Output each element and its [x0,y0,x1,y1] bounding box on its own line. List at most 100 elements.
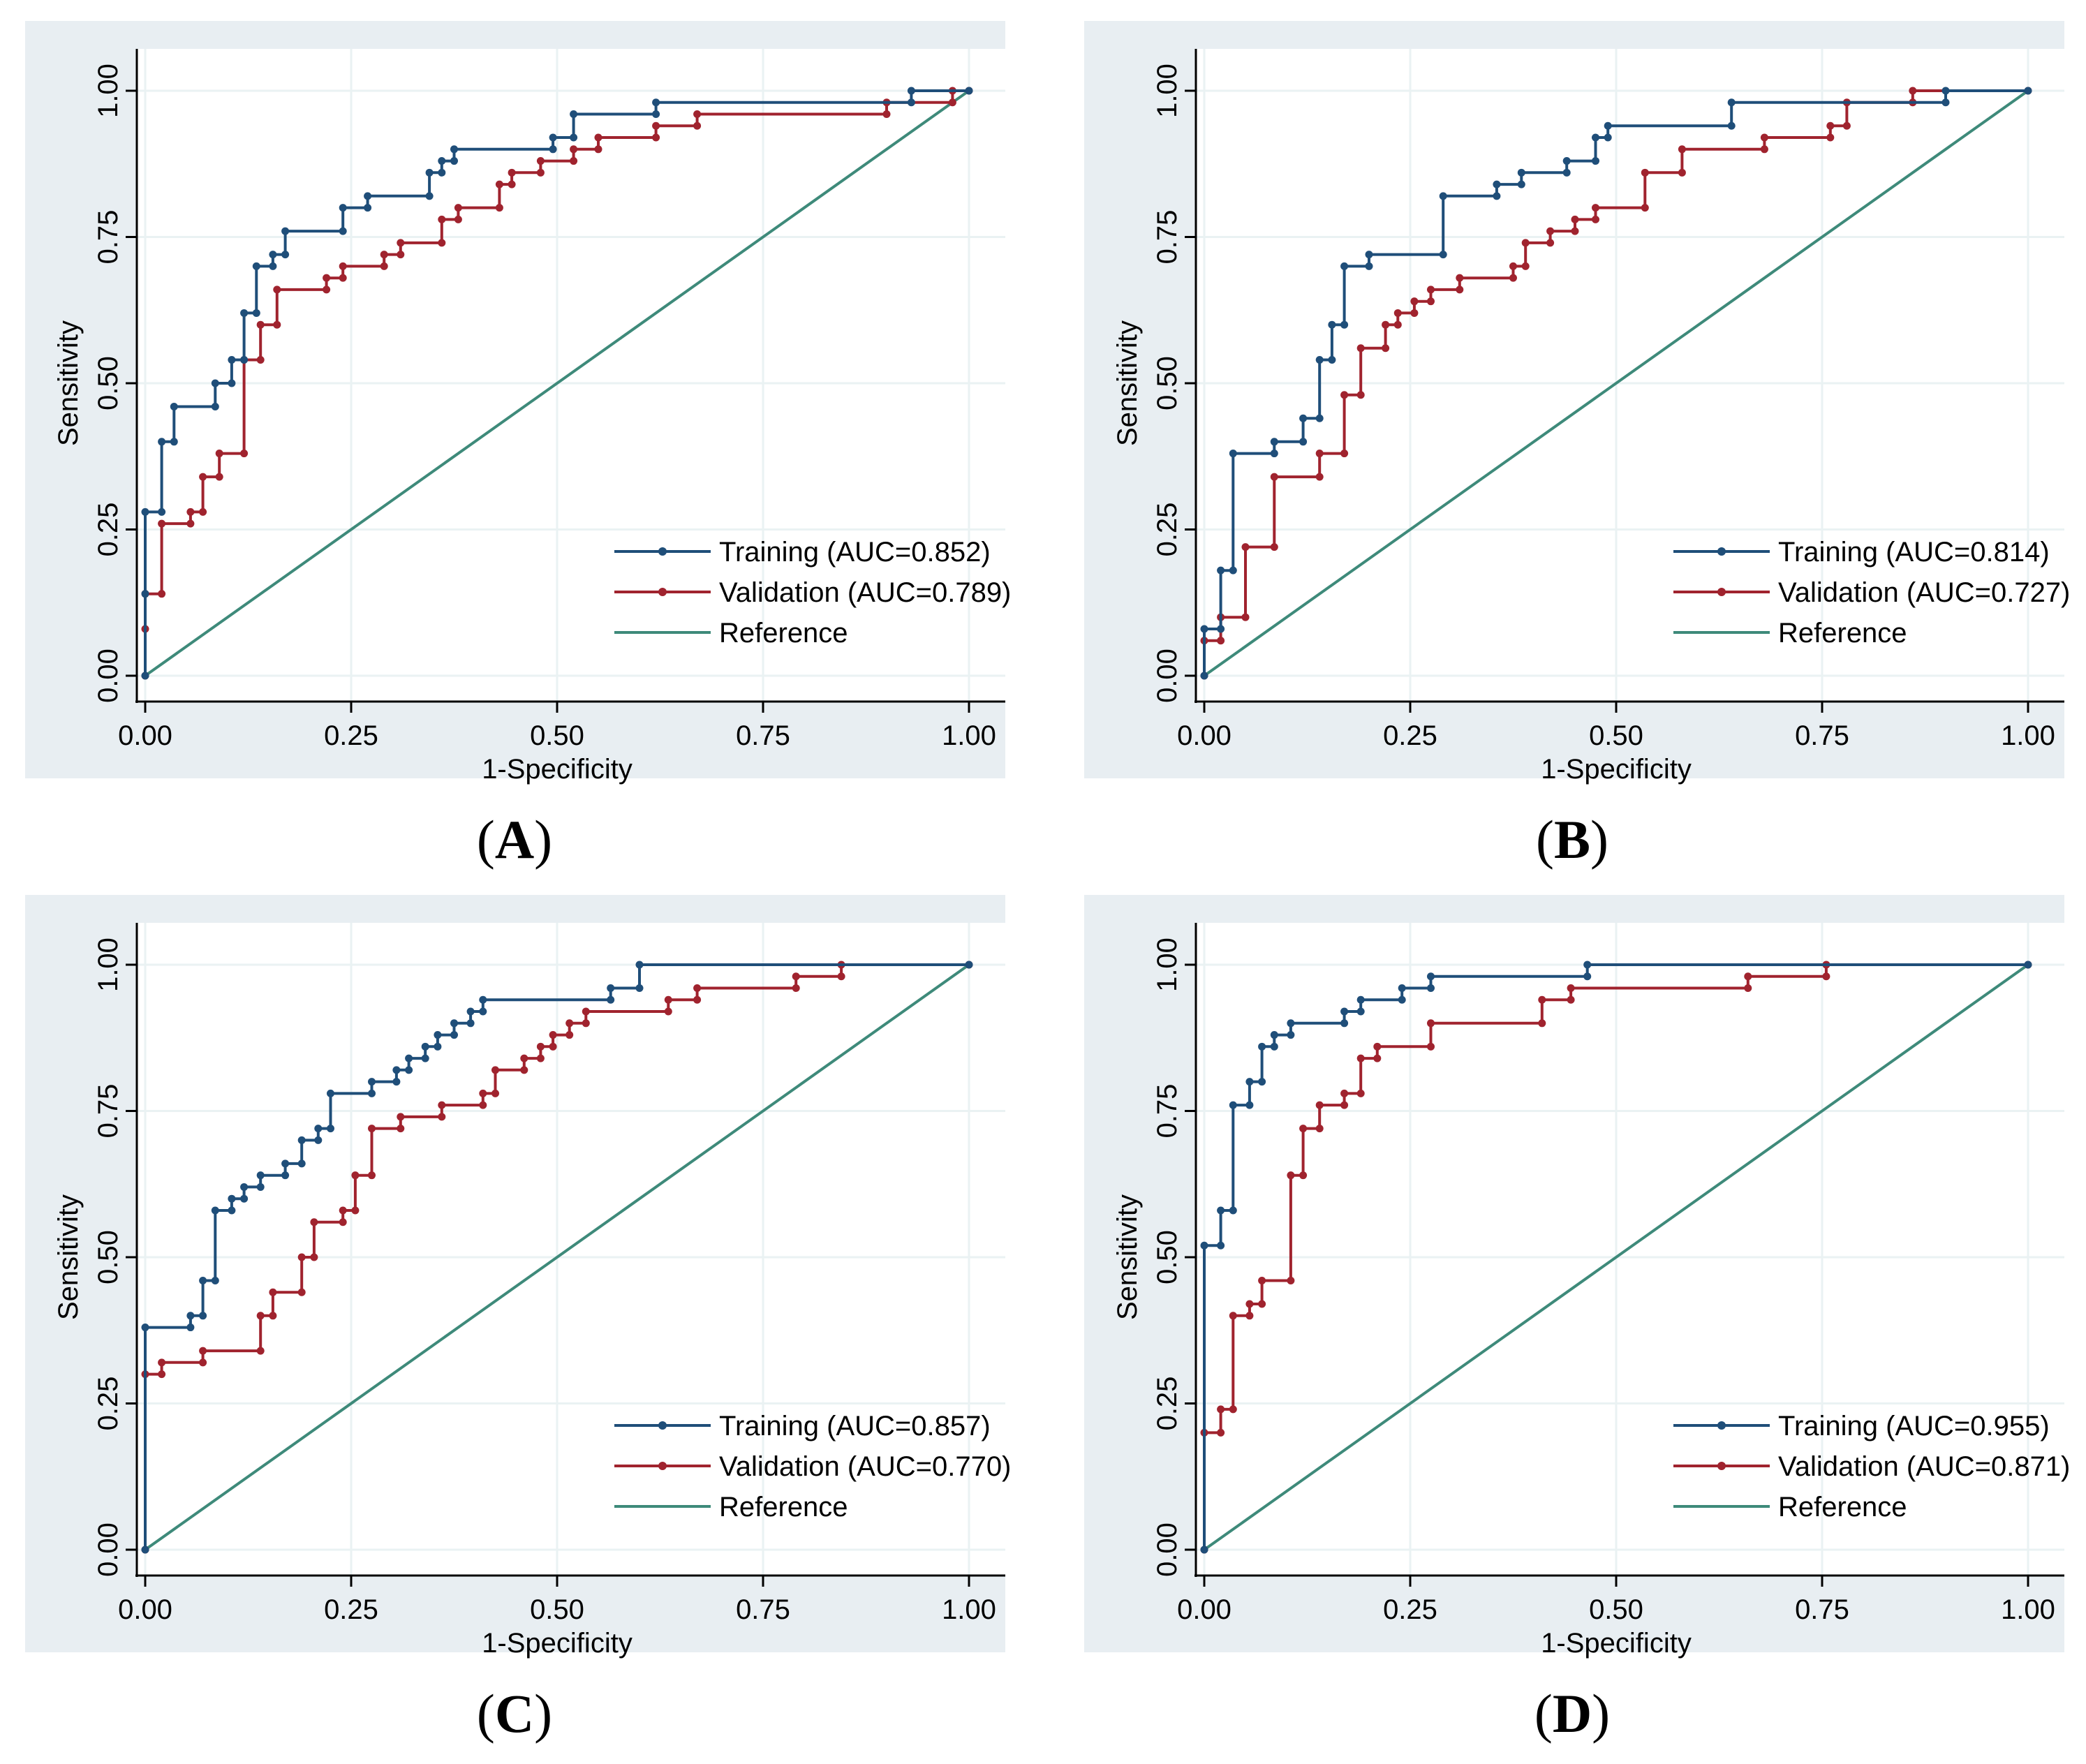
point-training-c-37 [479,995,487,1004]
plot-background-a [137,49,1005,702]
point-validation-c-2 [158,1370,166,1379]
point-validation-c-24 [479,1101,487,1109]
point-validation-a-37 [594,145,602,154]
point-training-b-26 [1592,157,1599,165]
chart-panel-c: 0.00 0.25 0.50 0.75 1.00 0.00 0.25 0.50 0.75 1.00… [25,895,1011,1659]
point-validation-a-14 [256,320,265,329]
series-line-reference-d [1203,963,2029,1551]
point-validation-d-12 [1299,1171,1308,1180]
legend-c: Training (AUC=0.857) Validation (AUC=0.77… [614,1411,1011,1522]
point-validation-b-30 [1571,227,1579,235]
y-tick-label-d-4: 1.00 [1152,937,1183,992]
legend-label-reference-a: Reference [719,618,848,648]
point-validation-a-11 [240,450,249,458]
point-training-b-9 [1299,414,1308,422]
point-training-c-20 [327,1125,334,1133]
point-training-b-13 [1328,320,1336,329]
point-training-a-23 [425,192,434,200]
point-validation-d-6 [1245,1312,1254,1320]
point-validation-a-34 [536,157,545,165]
point-validation-b-34 [1641,204,1649,212]
point-training-b-31 [1727,98,1736,107]
point-validation-b-40 [1826,133,1835,142]
y-tick-label-b-1: 0.25 [1152,503,1183,557]
point-training-d-17 [1356,995,1365,1004]
y-tick-label-d-1: 0.25 [1152,1377,1183,1431]
series-line-reference-a [144,89,970,677]
point-validation-b-25 [1509,262,1517,270]
point-validation-d-2 [1217,1428,1225,1437]
point-training-c-40 [635,984,644,993]
point-validation-c-22 [438,1113,446,1121]
plot-area-c: 0.00 0.25 0.50 0.75 1.00 0.00 0.25 0.50 0.75 1.00… [53,923,1011,1659]
point-training-b-0 [1200,672,1208,680]
plot-background-b [1196,49,2064,702]
point-training-a-29 [549,145,557,154]
x-axis-title-c: 1-Specificity [482,1628,633,1659]
point-validation-b-2 [1217,637,1225,645]
point-validation-c-41 [693,984,702,993]
point-training-b-6 [1270,450,1278,458]
point-training-b-5 [1229,450,1237,458]
x-axis-title-a: 1-Specificity [482,754,633,785]
point-validation-b-31 [1571,215,1579,223]
point-validation-a-41 [693,121,702,130]
y-tick-label-c-2: 0.50 [93,1230,124,1284]
point-training-d-23 [1583,961,1592,969]
point-validation-a-40 [652,121,660,130]
point-validation-b-5 [1241,543,1250,551]
point-training-b-22 [1517,180,1525,188]
point-training-a-30 [549,133,557,142]
point-validation-a-26 [438,215,446,223]
point-training-a-32 [570,110,578,119]
point-training-b-28 [1604,133,1612,142]
point-validation-c-40 [693,995,702,1004]
point-training-c-10 [240,1194,249,1203]
point-validation-a-8 [199,473,207,481]
x-tick-label-b-4: 1.00 [2001,720,2055,751]
point-validation-c-26 [491,1089,499,1097]
plot-area-d: 0.00 0.25 0.50 0.75 1.00 0.00 0.25 0.50 0.75 1.00… [1112,923,2070,1659]
point-training-c-1 [141,1324,149,1332]
x-tick-label-c-3: 0.75 [736,1594,790,1625]
series-markers-training-d [1200,961,2032,1554]
point-training-c-6 [211,1277,219,1285]
point-training-c-33 [450,1019,458,1028]
point-validation-a-36 [570,145,578,154]
point-validation-b-13 [1356,344,1365,353]
legend-b: Training (AUC=0.814) Validation (AUC=0.72… [1673,537,2070,648]
point-validation-a-20 [339,262,347,270]
y-tick-label-a-2: 0.50 [93,356,124,410]
point-training-a-1 [141,590,149,598]
point-training-c-2 [186,1324,195,1332]
point-validation-b-19 [1410,297,1419,306]
point-validation-a-7 [199,507,207,516]
point-training-a-10 [228,355,236,364]
point-training-d-15 [1340,1007,1349,1016]
y-tick-label-b-0: 0.00 [1152,648,1183,703]
point-validation-b-38 [1760,145,1768,154]
point-training-b-3 [1217,566,1225,575]
legend-label-training-d: Training (AUC=0.955) [1778,1411,2050,1441]
x-tick-label-d-3: 0.75 [1795,1594,1849,1625]
point-validation-b-11 [1340,391,1349,399]
point-validation-b-18 [1410,309,1419,317]
point-validation-d-25 [1538,995,1546,1004]
point-validation-b-28 [1546,239,1555,247]
legend-marker-validation-a [658,588,667,596]
point-training-d-21 [1427,972,1435,981]
chart-panel-b: 0.00 0.25 0.50 0.75 1.00 0.00 0.25 0.50 0.75 1.00… [1084,21,2070,785]
point-training-d-18 [1398,995,1406,1004]
point-validation-b-4 [1241,613,1250,621]
y-axis-title-b: Sensitivity [1112,320,1143,446]
point-training-b-17 [1365,251,1373,259]
point-training-a-17 [281,251,290,259]
legend-label-validation-b: Validation (AUC=0.727) [1778,577,2070,608]
series-line-reference-b [1203,89,2029,677]
y-tick-label-c-4: 1.00 [93,937,124,992]
point-validation-b-27 [1521,239,1530,247]
point-training-a-21 [364,204,372,212]
point-validation-c-17 [351,1171,360,1180]
y-axis-title-d: Sensitivity [1112,1194,1143,1320]
point-validation-a-43 [882,110,891,119]
